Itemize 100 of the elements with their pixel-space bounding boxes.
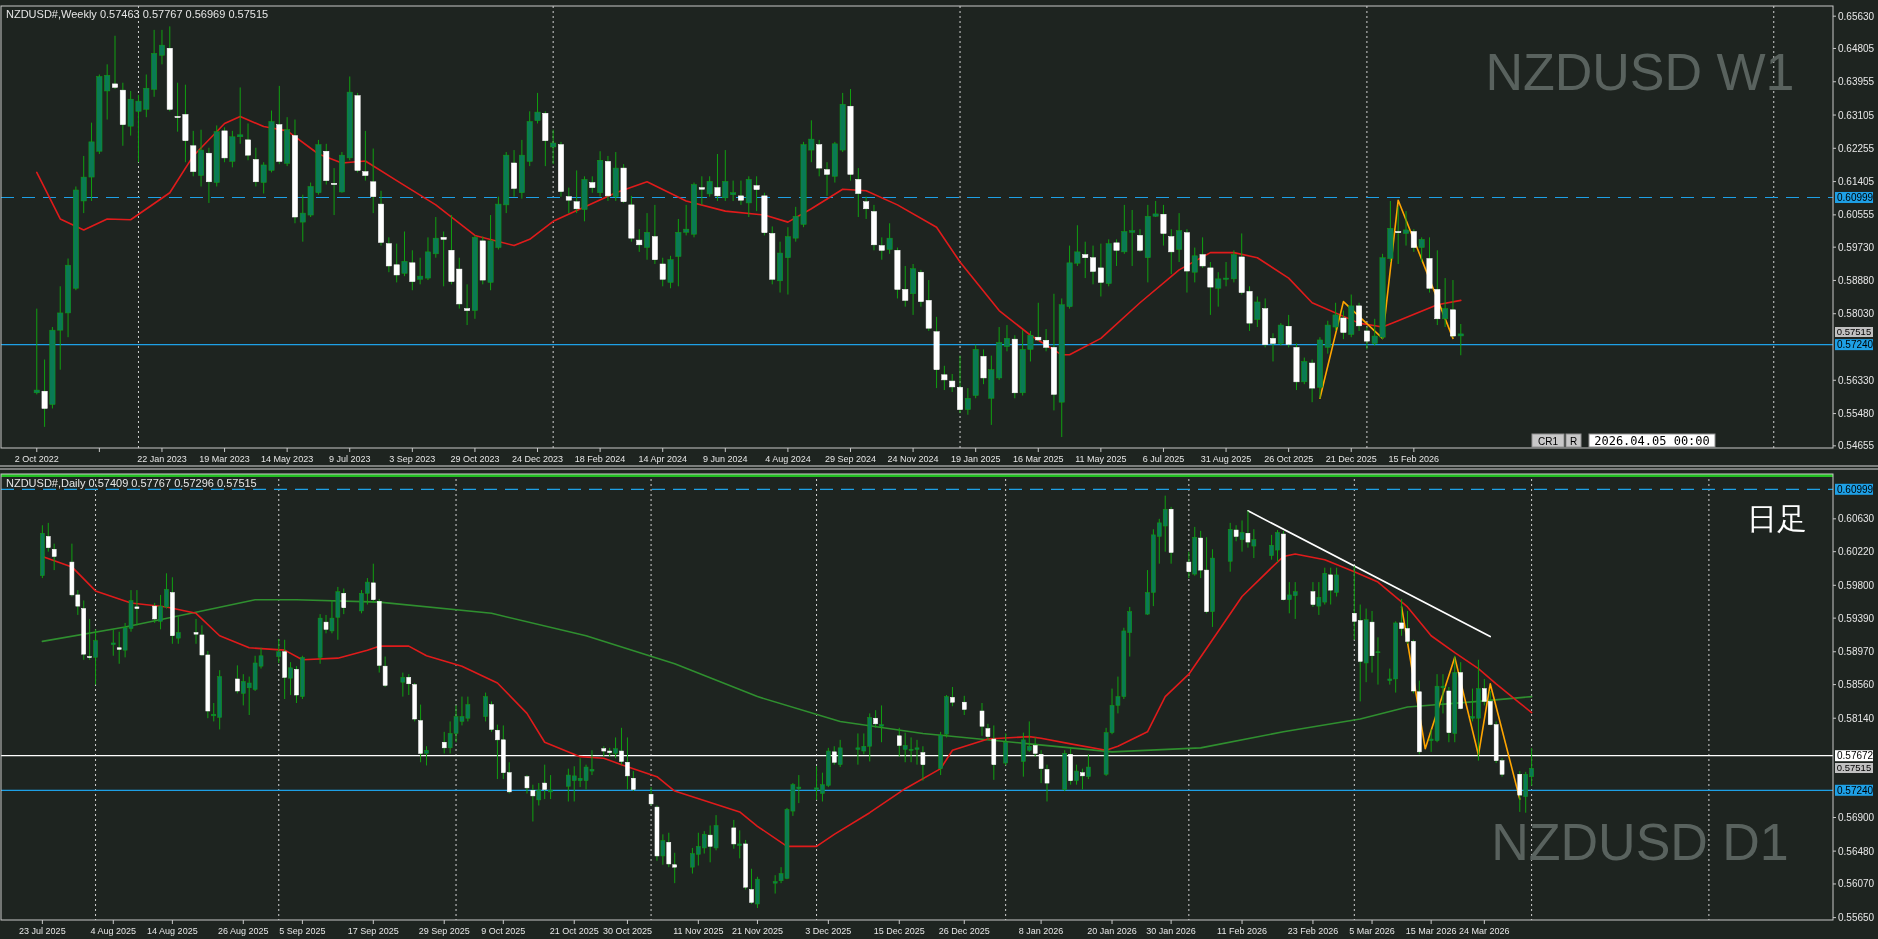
x-tick-label: 21 Oct 2025 (549, 926, 599, 936)
line-series (41, 598, 1533, 753)
candlestick (159, 29, 165, 65)
y-tick-label: 0.60220 (1838, 546, 1875, 558)
candlestick (382, 656, 388, 688)
candlestick (112, 35, 118, 90)
candlestick (824, 161, 830, 197)
x-tick-label: 11 May 2025 (1075, 454, 1127, 464)
x-tick-label: 30 Jan 2026 (1146, 926, 1196, 936)
candlestick (370, 148, 377, 214)
candlestick (979, 702, 985, 737)
y-tick-label: 0.62255 (1838, 142, 1875, 154)
candlestick (1044, 764, 1050, 802)
x-tick-label: 20 Jan 2026 (1087, 926, 1137, 936)
candlestick (536, 782, 542, 806)
candlestick (1004, 324, 1010, 352)
candlestick (565, 187, 572, 214)
y-tick-label: 0.59390 (1838, 612, 1875, 624)
candlestick (245, 122, 251, 161)
candlestick (1254, 295, 1261, 328)
candlestick (362, 130, 369, 182)
x-tick-label: 19 Jan 2025 (950, 454, 1001, 464)
candlestick (886, 222, 893, 255)
text: NZDUSD W1 (1485, 43, 1795, 101)
y-tick-label: 0.56330 (1838, 374, 1875, 386)
candlestick (176, 616, 181, 645)
candlestick (660, 833, 666, 866)
y-tick-label: 0.55480 (1838, 408, 1875, 420)
line-series (35, 115, 1462, 356)
x-tick-label: 4 Aug 2025 (90, 926, 137, 936)
candlestick (288, 661, 293, 696)
x-tick-label: 9 Jul 2023 (328, 454, 371, 464)
x-tick-label: 17 Sep 2025 (347, 926, 399, 936)
x-tick-label: 8 Jan 2026 (1018, 926, 1064, 936)
candlestick (276, 638, 282, 664)
y-tick-label: 0.64805 (1838, 42, 1875, 54)
x-tick-label: 4 Aug 2024 (765, 454, 811, 464)
candlestick (400, 672, 406, 698)
x-tick-label: 9 Jun 2024 (703, 454, 748, 464)
x-tick-label: 11 Feb 2026 (1217, 926, 1267, 936)
candlestick (483, 692, 488, 722)
candlestick (111, 628, 116, 657)
candlestick (1074, 764, 1079, 786)
annotation: R (1569, 436, 1578, 447)
y-tick-label: 0.55650 (1838, 912, 1875, 924)
y-tick-label: 0.54655 (1838, 440, 1875, 452)
y-tick-label: 0.58880 (1838, 274, 1875, 286)
x-tick-label: 5 Sep 2025 (279, 926, 326, 936)
y-tick-label: 0.56480 (1838, 845, 1875, 857)
candlestick (1403, 210, 1409, 247)
y-tick-label: 0.58030 (1838, 308, 1875, 320)
y-tick-label: 0.59800 (1838, 579, 1875, 591)
candlestick (964, 387, 971, 416)
y-tick-label: 0.59730 (1838, 241, 1875, 253)
candlestick (1457, 323, 1464, 356)
x-tick-label: 24 Mar 2026 (1459, 926, 1510, 936)
candlestick (863, 196, 870, 220)
x-tick-label: 23 Feb 2026 (1287, 926, 1339, 936)
x-tick-label: 29 Oct 2023 (450, 454, 500, 464)
x-tick-label: 5 Mar 2026 (1349, 926, 1395, 936)
x-tick-label: 26 Aug 2025 (218, 926, 269, 936)
candlestick (962, 695, 967, 716)
ref-line-label: 0.57240 (1837, 784, 1874, 796)
x-tick-label: 6 Jul 2025 (1142, 454, 1185, 464)
chart-title: NZDUSD#,Weekly 0.57463 0.57767 0.56969 0.57515 (6, 8, 269, 20)
candlestick (1003, 732, 1008, 766)
x-tick-label: 19 Mar 2023 (199, 454, 250, 464)
candlestick (737, 829, 742, 859)
candlestick (713, 814, 719, 851)
candlestick (464, 283, 471, 326)
x-tick-label: 24 Nov 2024 (887, 454, 939, 464)
y-tick-label: 0.65630 (1838, 10, 1875, 22)
annotation: 日足 (1747, 502, 1807, 535)
candlestick (51, 543, 57, 571)
x-tick-label: 24 Dec 2023 (512, 454, 564, 464)
x-tick-label: 29 Sep 2025 (418, 926, 470, 936)
y-tick-label: 0.56070 (1838, 878, 1875, 890)
y-tick-label: 0.60630 (1838, 513, 1875, 525)
text: 0.57515 (1836, 762, 1872, 773)
ref-line-label: 0.60999 (1837, 191, 1874, 203)
x-tick-label: 14 Aug 2025 (147, 926, 198, 936)
candlestick (651, 204, 658, 265)
candlestick (417, 257, 424, 285)
candlestick (1301, 357, 1308, 385)
candlestick (1375, 636, 1381, 686)
candlestick (524, 774, 530, 794)
x-tick-label: 15 Mar 2026 (1405, 926, 1457, 936)
y-tick-label: 0.56900 (1838, 812, 1875, 824)
x-tick-label: 11 Nov 2025 (673, 926, 724, 936)
candlestick (667, 255, 674, 289)
y-tick-label: 0.58560 (1838, 679, 1875, 691)
x-tick-label: 22 Jan 2023 (137, 454, 187, 464)
ref-line-label: 0.57240 (1837, 339, 1874, 351)
chart-title: NZDUSD#,Daily 0.57409 0.57767 0.57296 0.57515 (6, 477, 257, 489)
candlestick (1176, 212, 1183, 263)
y-tick-label: 0.58970 (1838, 646, 1875, 658)
x-tick-label: 26 Oct 2025 (1264, 454, 1314, 464)
candlestick (879, 704, 884, 743)
candlestick (1239, 519, 1245, 553)
x-tick-label: 18 Feb 2024 (574, 454, 626, 464)
